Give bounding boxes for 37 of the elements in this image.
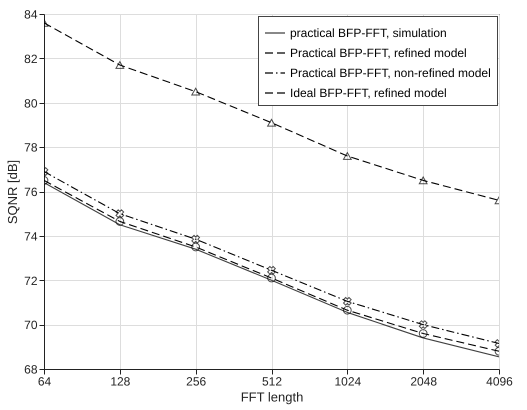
legend-label: Practical BFP-FFT, refined model	[290, 46, 467, 60]
y-tick-label: 78	[24, 140, 38, 155]
point	[191, 234, 200, 244]
point	[116, 209, 124, 218]
x-axis-title: FFT length	[240, 390, 304, 404]
y-tick-label: 84	[24, 8, 38, 22]
point	[342, 152, 352, 160]
point	[115, 217, 124, 226]
legend-label: practical BFP-FFT, simulation	[290, 26, 447, 40]
point	[267, 266, 276, 275]
point	[418, 329, 428, 338]
x-tick-label: 64	[38, 374, 52, 388]
x-tick-label: 512	[262, 374, 282, 388]
y-tick-label: 76	[24, 185, 38, 199]
point	[191, 242, 200, 252]
y-tick-label: 70	[24, 318, 38, 332]
x-tick-label: 256	[186, 374, 206, 388]
y-axis-title: SQNR [dB]	[5, 160, 20, 224]
y-tick-label: 80	[24, 96, 38, 110]
y-tick-label: 74	[24, 229, 38, 244]
point	[418, 320, 428, 329]
point	[115, 61, 124, 69]
point	[267, 274, 276, 282]
legend-label: Practical BFP-FFT, non-refined model	[290, 66, 491, 80]
point	[343, 296, 352, 306]
x-tick-label: 128	[110, 374, 131, 388]
legend-label: Ideal BFP-FFT, refined model	[290, 86, 447, 100]
point	[267, 118, 276, 127]
y-tick-label: 72	[24, 274, 38, 288]
point	[418, 176, 428, 184]
point	[191, 88, 200, 96]
x-tick-label: 2048	[410, 374, 438, 388]
x-tick-label: 1024	[334, 374, 362, 388]
point	[342, 306, 352, 315]
x-tick-label: 4096	[486, 374, 514, 388]
y-tick-label: 68	[24, 362, 38, 376]
y-tick-label: 82	[24, 52, 38, 66]
